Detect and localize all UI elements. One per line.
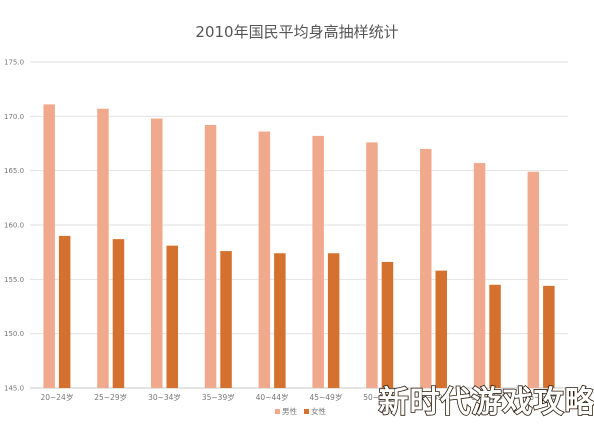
x-category-label: 55~59岁 [417, 392, 450, 402]
x-category-label: 40~44岁 [256, 392, 289, 402]
bar-male [204, 125, 217, 388]
bar-female [220, 251, 232, 388]
y-tick-label: 175.0 [4, 59, 24, 67]
bar-female [489, 284, 501, 388]
bar-female [327, 253, 340, 388]
bar-male [258, 131, 271, 388]
y-tick-label: 165.0 [4, 167, 24, 175]
bar-male [151, 118, 163, 389]
bar-male [97, 108, 109, 388]
bar-female [381, 261, 394, 388]
bars [43, 104, 555, 389]
x-axis-category-labels: 20~24岁 25~29岁 30~34岁 35~39岁 40~44岁 45~49岁 50~5… [40, 392, 557, 402]
y-tick-label: 150.0 [4, 330, 24, 338]
y-tick-label: 155.0 [4, 276, 24, 284]
chart-title: 2010年国民平均身高抽样统计 [195, 23, 398, 41]
y-axis-tick-labels: 145.0 150.0 155.0 160.0 165.0 170.0 175.0 [4, 59, 24, 393]
legend-label: 男性 [282, 406, 297, 416]
bar-male [473, 163, 486, 388]
x-category-label: 30~34岁 [148, 392, 181, 402]
x-category-label: 45~49岁 [309, 392, 342, 402]
watermark-text: 新时代游戏攻略 [379, 385, 594, 420]
bar-female [435, 270, 447, 388]
legend-label: 女性 [311, 406, 326, 416]
x-category-label: 50~54岁 [363, 392, 396, 402]
bar-male [527, 171, 540, 388]
legend: 男性 女性 [275, 406, 326, 416]
bar-male [312, 135, 324, 388]
bar-female [543, 285, 555, 388]
bar-female [112, 239, 125, 388]
y-tick-label: 145.0 [4, 385, 24, 393]
x-category-label: 65~69岁 [525, 392, 558, 402]
bar-female [166, 245, 178, 388]
bar-female [58, 235, 71, 388]
x-category-label: 60~64岁 [471, 392, 504, 402]
x-category-label: 35~39岁 [202, 392, 235, 402]
bar-male [420, 148, 432, 388]
bar-male [43, 104, 55, 388]
x-category-label: 20~24岁 [40, 392, 73, 402]
legend-swatch [304, 409, 309, 414]
x-category-label: 25~29岁 [94, 392, 127, 402]
bar-female [274, 253, 286, 388]
bar-male [366, 142, 378, 388]
gridlines [30, 61, 568, 389]
y-tick-label: 160.0 [4, 222, 24, 230]
y-tick-label: 170.0 [4, 113, 24, 121]
legend-swatch [275, 409, 280, 414]
